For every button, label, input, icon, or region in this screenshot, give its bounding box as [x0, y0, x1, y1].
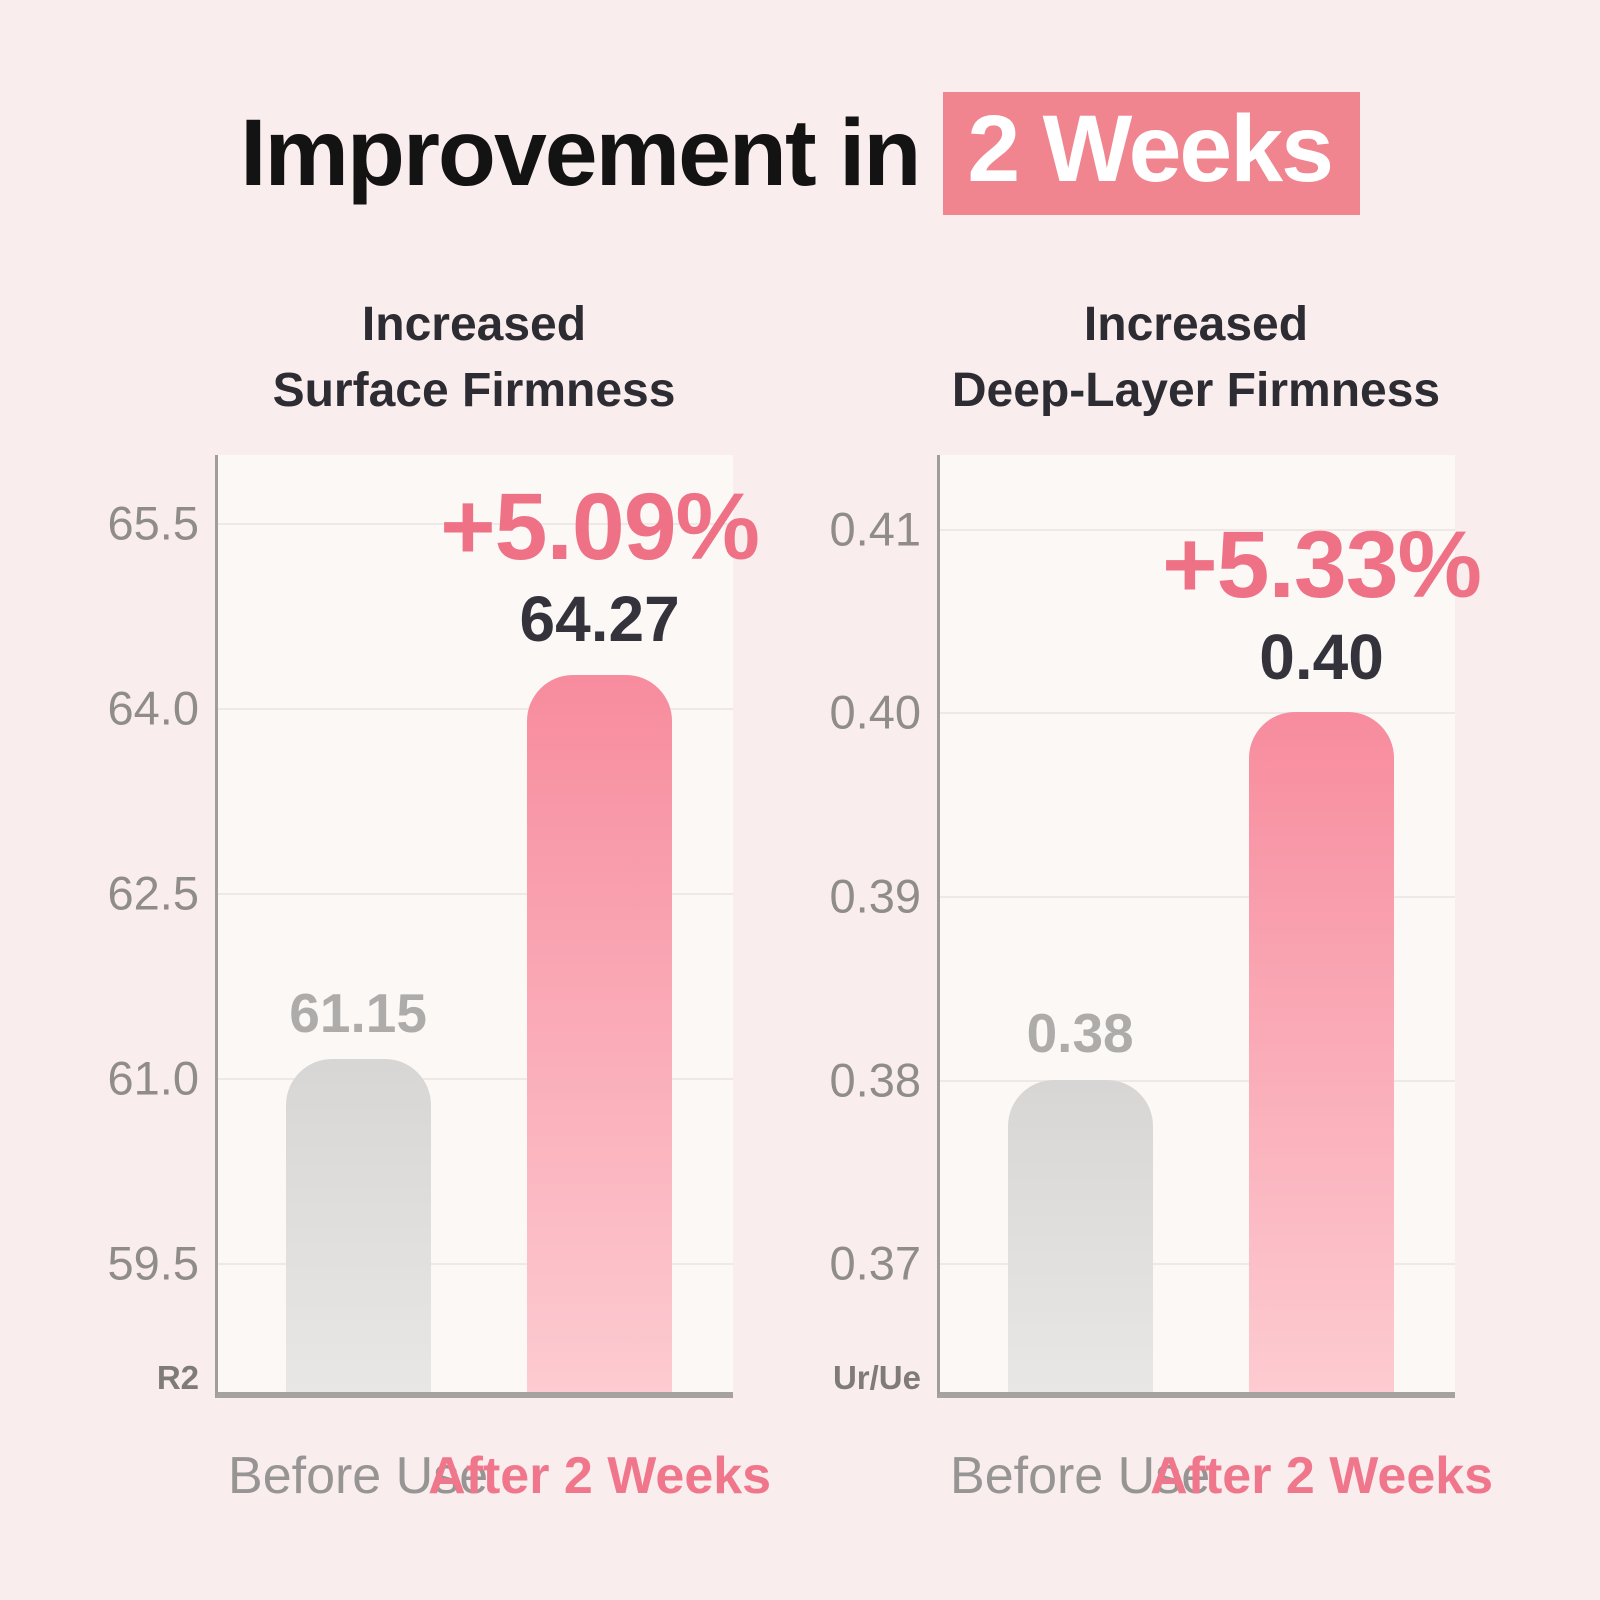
- y-tick-label: 65.5: [107, 496, 199, 550]
- y-tick-label: 0.40: [829, 685, 921, 739]
- y-axis-gutter: 65.5 64.0 62.5 61.0 59.5 R2: [108, 455, 215, 1398]
- gridline: [218, 1262, 733, 1265]
- chart-title-line2: Deep-Layer Firmness: [951, 364, 1441, 417]
- y-tick-label: 59.5: [107, 1236, 199, 1289]
- page-title-text: Improvement in: [240, 100, 921, 206]
- bar-value-label: 0.40: [1259, 620, 1384, 693]
- gridline: [218, 522, 733, 525]
- y-tick-label: 0.37: [829, 1236, 921, 1290]
- bar-value-label-group: 0.38: [1027, 1003, 1134, 1064]
- y-tick-label: 0.38: [829, 1053, 921, 1107]
- chart-surface-firmness: Increased Surface Firmness 65.5 64.0 62.5 6…: [108, 270, 772, 1550]
- gridline: [940, 528, 1455, 531]
- bar-before-use: [285, 1059, 431, 1392]
- bar-value-label-group: +5.33% 0.40: [1162, 511, 1482, 693]
- bar-after-2-weeks: [527, 674, 673, 1392]
- bar-before-use: [1007, 1079, 1153, 1392]
- y-tick-label: 0.41: [829, 502, 921, 555]
- y-axis-gutter: 0.41 0.40 0.39 0.38 0.37 Ur/Ue: [830, 455, 937, 1398]
- bar-after-2-weeks: [1249, 712, 1395, 1392]
- plot-area: 61.15 +5.09% 64.27: [215, 455, 760, 1398]
- chart-title: Increased Deep-Layer Firmness: [937, 292, 1455, 424]
- gridline: [218, 1077, 733, 1080]
- y-tick-label: 62.5: [107, 866, 199, 920]
- bar-value-label-group: +5.09% 64.27: [440, 474, 760, 656]
- y-tick-label: 61.0: [107, 1051, 199, 1105]
- gridline: [218, 892, 733, 895]
- category-label-before-use: Before Use: [228, 1447, 489, 1505]
- chart-title-line1: Increased: [361, 298, 587, 351]
- category-label-before-use: Before Use: [950, 1447, 1211, 1505]
- axis-unit-label: Ur/Ue: [832, 1359, 921, 1396]
- bar-value-label: 64.27: [519, 583, 680, 656]
- change-percent-label: +5.09%: [440, 474, 760, 581]
- chart-deep-layer-firmness: Increased Deep-Layer Firmness 0.41 0.40 0.…: [830, 270, 1494, 1550]
- chart-title-line2: Surface Firmness: [272, 364, 676, 417]
- gridline: [940, 895, 1455, 898]
- change-percent-label: +5.33%: [1162, 511, 1482, 618]
- category-label-after-2-weeks: After 2 Weeks: [428, 1447, 772, 1505]
- category-label-after-2-weeks: After 2 Weeks: [1150, 1447, 1494, 1505]
- bar-value-label: 61.15: [289, 981, 427, 1044]
- gridline: [940, 712, 1455, 715]
- y-tick-label: 64.0: [107, 681, 199, 735]
- gridline: [218, 707, 733, 710]
- chart-title-line1: Increased: [1083, 298, 1309, 351]
- chart-title: Increased Surface Firmness: [215, 292, 733, 424]
- gridline: [940, 1263, 1455, 1266]
- page-title-highlight: 2 Weeks: [943, 92, 1360, 215]
- bar-value-label: 0.38: [1026, 1002, 1134, 1065]
- y-tick-label: 0.39: [829, 869, 921, 923]
- page-title: Improvement in 2 Weeks: [0, 92, 1600, 215]
- bar-value-label-group: 61.15: [289, 983, 427, 1044]
- plot-area: 0.38 +5.33% 0.40: [937, 455, 1482, 1398]
- axis-unit-label: R2: [156, 1359, 199, 1396]
- gridline: [940, 1079, 1455, 1082]
